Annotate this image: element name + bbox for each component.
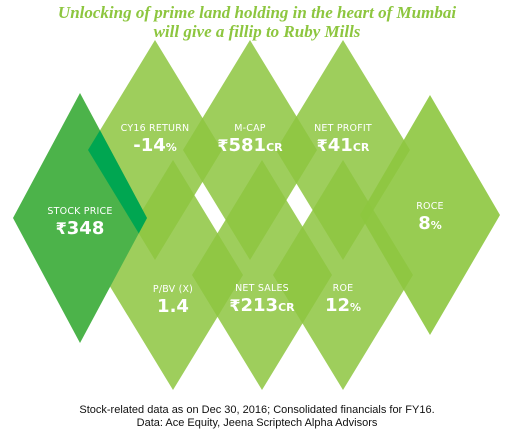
stat-net-profit: NET PROFIT ₹41CR: [314, 122, 372, 158]
headline-line-1: Unlocking of prime land holding in the h…: [57, 3, 457, 22]
stat-cy16-return-unit: %: [165, 141, 177, 154]
stat-pbv-value: 1.4: [157, 296, 189, 317]
stat-roe-unit: %: [350, 301, 362, 314]
rupee-icon: ₹: [55, 219, 67, 238]
stat-pbv: P/BV (X) 1.4: [153, 283, 193, 317]
diamond-net-sales: [192, 160, 332, 390]
stat-net-profit-value: 41: [327, 135, 353, 156]
stat-net-sales: NET SALES ₹213CR: [229, 282, 294, 318]
stat-roce: ROCE 8%: [416, 200, 444, 236]
stat-roe: ROE 12%: [325, 282, 361, 318]
stat-net-sales-value: 213: [240, 295, 279, 316]
stat-cy16-return: CY16 RETURN -14%: [121, 122, 190, 158]
stat-stock-price: STOCK PRICE ₹348: [47, 205, 112, 239]
stat-pbv-label: P/BV (X): [152, 284, 194, 295]
rupee-icon: ₹: [229, 296, 241, 315]
stat-net-profit-unit: CR: [352, 141, 370, 154]
diamond-roce: [360, 95, 500, 335]
stat-stock-price-label: STOCK PRICE: [47, 206, 113, 217]
stat-roe-label: ROE: [332, 283, 354, 294]
stat-net-sales-label: NET SALES: [235, 283, 289, 294]
rupee-icon: ₹: [217, 136, 229, 155]
stat-cy16-return-label: CY16 RETURN: [120, 123, 190, 134]
stat-cy16-return-value: -14: [133, 135, 166, 156]
stat-mcap: M-CAP ₹581CR: [217, 122, 282, 158]
source-note: Stock-related data as on Dec 30, 2016; C…: [0, 404, 514, 430]
source-note-line-1: Stock-related data as on Dec 30, 2016; C…: [79, 404, 435, 416]
headline: Unlocking of prime land holding in the h…: [0, 3, 514, 41]
stat-net-profit-label: NET PROFIT: [314, 123, 372, 134]
stat-mcap-unit: CR: [266, 141, 283, 154]
source-note-line-2: Data: Ace Equity, Jeena Scriptech Alpha …: [136, 417, 378, 429]
stat-roce-label: ROCE: [416, 201, 444, 212]
stat-net-sales-unit: CR: [278, 301, 295, 314]
rupee-icon: ₹: [316, 136, 328, 155]
stat-mcap-value: 581: [228, 135, 267, 156]
stat-roe-value: 12: [324, 295, 351, 316]
stat-mcap-label: M-CAP: [234, 123, 266, 134]
stat-roce-value: 8: [418, 213, 431, 234]
headline-line-2: will give a fillip to Ruby Mills: [153, 22, 361, 41]
stat-stock-price-value: 348: [66, 218, 105, 239]
stat-roce-unit: %: [430, 219, 442, 232]
